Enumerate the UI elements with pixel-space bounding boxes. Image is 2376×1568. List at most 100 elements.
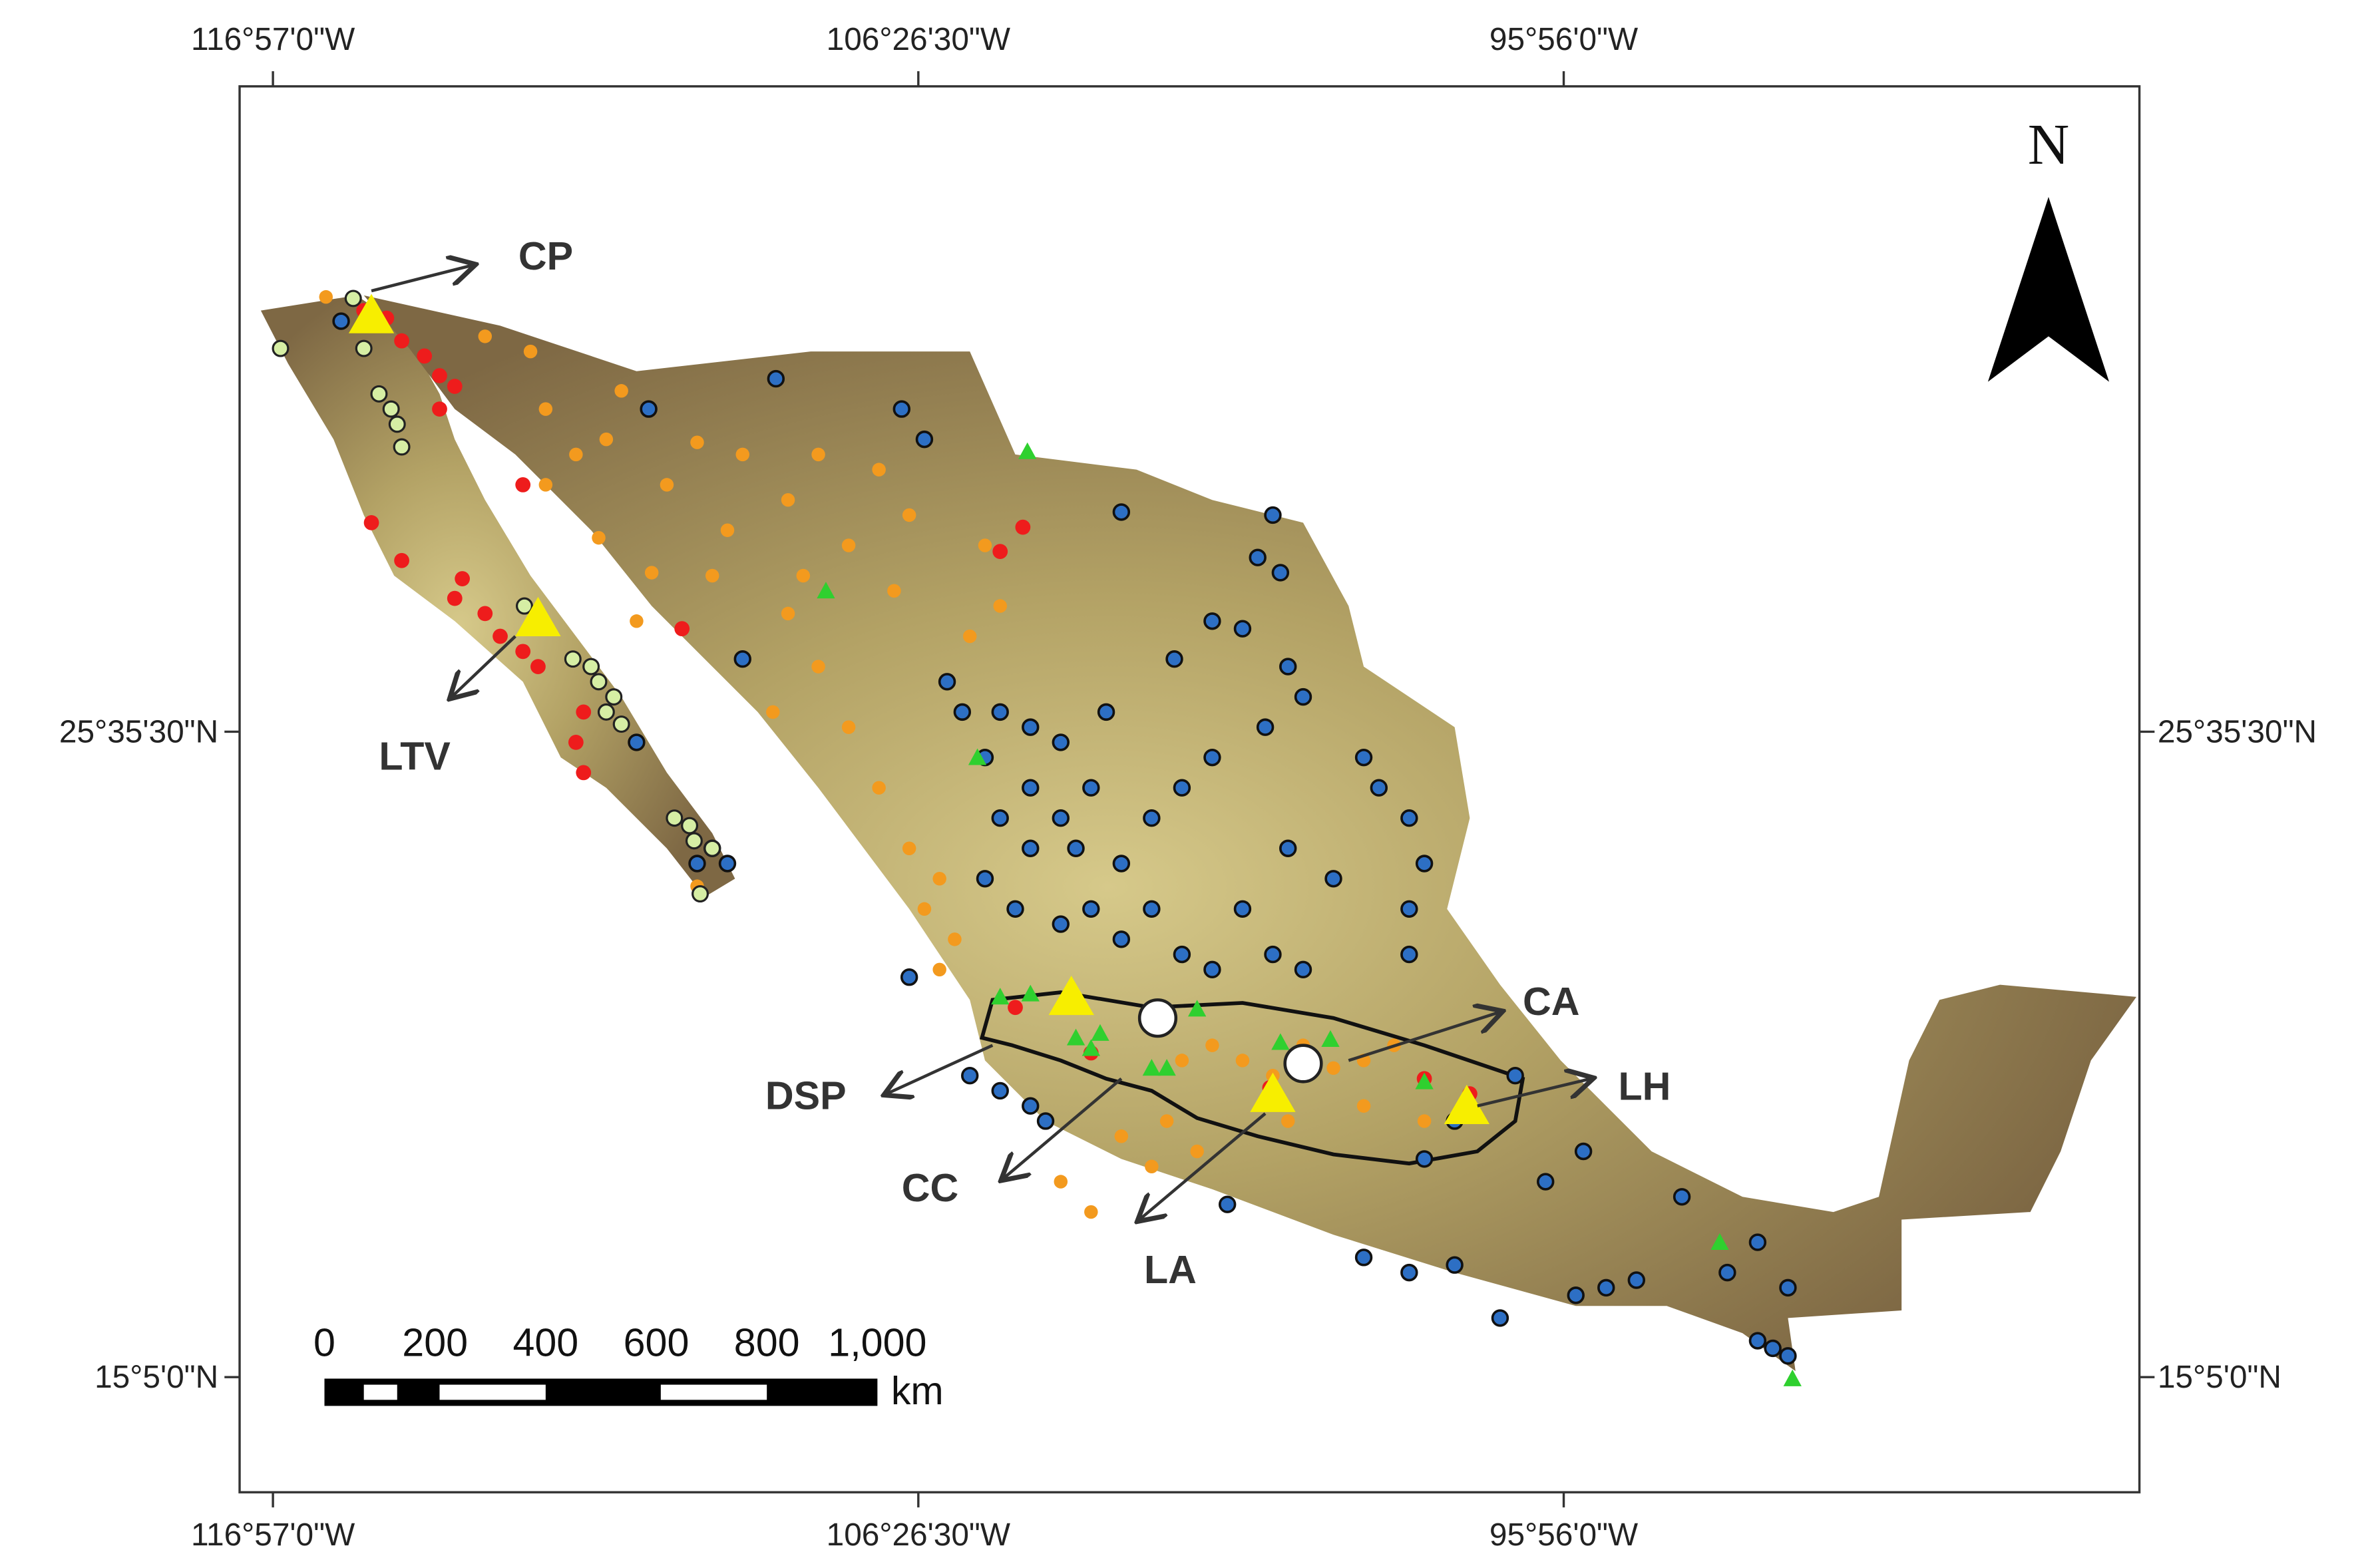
blue-point	[1233, 900, 1252, 918]
pale-point	[612, 715, 630, 733]
red-point	[363, 514, 379, 530]
green-triangle	[991, 988, 1010, 1005]
blue-point	[1112, 855, 1131, 873]
orange-point	[1205, 1038, 1219, 1052]
red-point	[447, 590, 463, 606]
red-point	[432, 401, 447, 417]
orange-point	[781, 606, 795, 621]
orange-point	[902, 841, 916, 855]
pale-point	[388, 415, 406, 433]
orange-point	[948, 932, 962, 946]
blue-point	[1491, 1309, 1509, 1327]
blue-point	[953, 703, 972, 721]
blue-point	[1173, 945, 1191, 964]
orange-point	[1417, 1114, 1432, 1128]
land	[260, 295, 2136, 1372]
region-label: LTV	[379, 733, 451, 778]
pale-point	[703, 839, 721, 857]
red-point	[417, 348, 433, 364]
orange-point	[478, 329, 493, 343]
pale-point	[564, 650, 582, 668]
blue-point	[1400, 1263, 1418, 1282]
blue-point	[1779, 1347, 1797, 1365]
region-label: LH	[1618, 1064, 1671, 1109]
scale-bar	[324, 1378, 878, 1406]
blue-point	[1415, 1150, 1434, 1168]
blue-point	[1279, 839, 1297, 857]
green-triangle	[1021, 984, 1040, 1002]
red-point	[576, 765, 592, 781]
orange-point	[887, 584, 901, 598]
scale-label: 600	[624, 1320, 690, 1364]
lat-label: 25°35'30"N	[59, 714, 218, 749]
pale-point	[382, 400, 400, 418]
orange-point	[1175, 1054, 1189, 1068]
blue-point	[1400, 900, 1418, 918]
blue-point	[1022, 1097, 1040, 1115]
orange-point	[319, 290, 333, 304]
scale-label: 800	[734, 1320, 800, 1364]
blue-point	[1271, 564, 1290, 582]
orange-point	[614, 384, 628, 398]
orange-point	[660, 478, 674, 492]
blue-point	[1022, 779, 1040, 797]
red-point	[515, 644, 531, 660]
blue-point	[332, 312, 350, 330]
red-point	[674, 621, 690, 637]
scale-label: 1,000	[828, 1320, 926, 1364]
red-point	[576, 704, 592, 720]
north-arrow	[1987, 196, 2110, 382]
blue-point	[1294, 960, 1312, 979]
blue-point	[1112, 503, 1131, 521]
blue-point	[1203, 748, 1221, 767]
blue-point	[1574, 1142, 1593, 1161]
ticks	[224, 71, 2155, 1507]
white-point	[1283, 1044, 1323, 1083]
blue-point	[1354, 1249, 1373, 1267]
blue-point	[1264, 945, 1282, 964]
red-point	[530, 659, 546, 674]
blue-point	[915, 430, 934, 449]
orange-point	[796, 568, 811, 583]
green-triangle	[1091, 1024, 1109, 1041]
orange-point	[1159, 1114, 1174, 1128]
blue-point	[1324, 870, 1342, 888]
orange-point	[766, 705, 780, 719]
blue-point	[1597, 1278, 1615, 1297]
green-triangle	[1142, 1059, 1161, 1076]
lon-label: 95°56'0"W	[1489, 22, 1638, 57]
blue-point	[1748, 1332, 1767, 1350]
blue-point	[1264, 506, 1282, 524]
lon-label: 116°57'0"W	[191, 22, 355, 57]
yellow-triangle	[1048, 975, 1094, 1016]
orange-point	[1190, 1144, 1204, 1159]
blue-point	[688, 855, 706, 873]
green-triangle	[1157, 1059, 1176, 1076]
orange-point	[978, 538, 992, 552]
orange-point	[599, 432, 614, 447]
pale-point	[393, 438, 411, 456]
blue-point	[976, 870, 994, 888]
red-point	[992, 544, 1008, 559]
blue-point	[961, 1066, 979, 1085]
blue-point	[1173, 779, 1191, 797]
blue-point	[1779, 1278, 1797, 1297]
yellow-triangle	[348, 294, 395, 333]
pale-point	[344, 290, 362, 307]
lon-label: 95°56'0"W	[1489, 1517, 1638, 1553]
blue-point	[718, 855, 737, 873]
orange-point	[902, 508, 916, 522]
orange-point	[811, 660, 825, 674]
orange-point	[735, 447, 750, 462]
blue-point	[1165, 650, 1183, 668]
yellow-triangle	[515, 596, 561, 637]
red-point	[477, 606, 493, 622]
scale-label: 400	[512, 1320, 578, 1364]
blue-point	[628, 733, 646, 751]
orange-point	[841, 720, 856, 734]
red-point	[1008, 1000, 1023, 1016]
orange-point	[1054, 1175, 1068, 1189]
blue-point	[1400, 809, 1418, 827]
green-triangle	[1783, 1369, 1802, 1386]
